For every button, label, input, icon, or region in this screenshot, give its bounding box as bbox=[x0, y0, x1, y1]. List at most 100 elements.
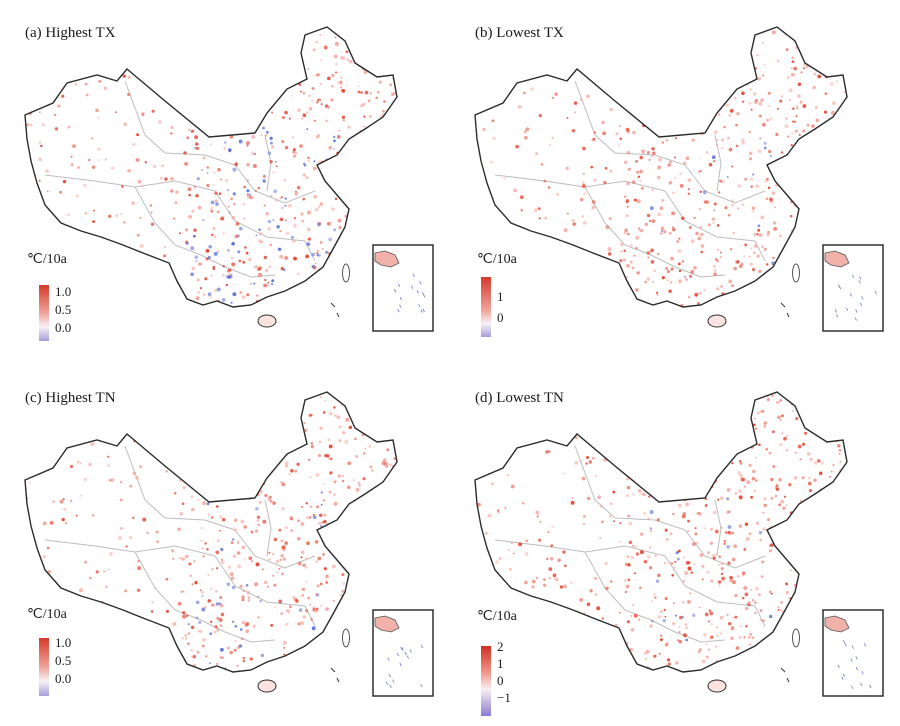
station-marker bbox=[721, 661, 726, 665]
station-marker bbox=[653, 74, 658, 79]
station-marker bbox=[270, 399, 275, 403]
station-marker bbox=[272, 574, 275, 577]
station-marker bbox=[361, 651, 365, 655]
station-marker bbox=[736, 112, 740, 116]
station-marker bbox=[217, 167, 221, 172]
station-marker bbox=[363, 651, 366, 655]
station-marker bbox=[496, 603, 501, 608]
station-marker bbox=[818, 471, 823, 476]
station-marker bbox=[165, 271, 169, 274]
station-marker bbox=[267, 151, 272, 156]
station-marker bbox=[552, 423, 556, 428]
station-marker bbox=[187, 187, 192, 192]
station-marker bbox=[810, 588, 814, 592]
station-marker bbox=[340, 532, 345, 536]
station-marker bbox=[198, 419, 201, 423]
station-marker bbox=[269, 243, 273, 247]
station-marker bbox=[745, 537, 750, 541]
station-marker bbox=[835, 529, 838, 532]
station-marker bbox=[110, 478, 115, 482]
station-marker bbox=[368, 392, 373, 396]
station-marker bbox=[355, 226, 358, 230]
station-marker bbox=[720, 526, 723, 529]
station-marker bbox=[628, 294, 632, 298]
station-marker bbox=[328, 411, 333, 416]
station-marker bbox=[305, 566, 308, 569]
station-marker bbox=[108, 478, 112, 482]
station-marker bbox=[631, 603, 635, 607]
station-marker bbox=[299, 442, 302, 446]
station-marker bbox=[548, 450, 551, 453]
station-marker bbox=[763, 141, 767, 145]
station-marker bbox=[217, 46, 221, 50]
station-marker bbox=[700, 129, 703, 132]
station-marker bbox=[702, 48, 706, 52]
station-marker bbox=[508, 665, 511, 668]
station-marker bbox=[72, 144, 76, 148]
station-marker bbox=[623, 160, 628, 164]
station-marker bbox=[801, 155, 804, 158]
station-marker bbox=[551, 525, 554, 528]
station-marker bbox=[364, 447, 367, 450]
station-marker bbox=[186, 136, 190, 140]
station-marker bbox=[823, 434, 828, 439]
station-marker bbox=[70, 263, 73, 266]
station-marker bbox=[685, 124, 688, 127]
station-marker bbox=[92, 601, 96, 605]
station-marker bbox=[275, 165, 278, 168]
station-marker bbox=[124, 428, 127, 431]
station-marker bbox=[221, 273, 225, 277]
station-marker bbox=[649, 415, 653, 419]
station-marker bbox=[95, 570, 99, 574]
station-marker bbox=[350, 27, 354, 31]
station-marker bbox=[242, 203, 245, 206]
station-marker bbox=[485, 532, 488, 535]
station-marker bbox=[744, 177, 747, 181]
station-marker bbox=[388, 53, 393, 58]
station-marker bbox=[198, 71, 201, 74]
station-marker bbox=[222, 402, 227, 406]
station-marker bbox=[190, 418, 194, 422]
station-marker bbox=[218, 55, 222, 59]
station-marker bbox=[719, 255, 722, 259]
station-marker bbox=[812, 291, 814, 293]
station-marker bbox=[159, 75, 162, 78]
station-marker bbox=[830, 547, 834, 550]
station-marker bbox=[831, 520, 835, 525]
station-marker bbox=[627, 563, 631, 567]
station-marker bbox=[371, 504, 375, 509]
station-marker bbox=[340, 618, 345, 623]
station-marker bbox=[276, 396, 281, 401]
station-marker bbox=[640, 532, 644, 536]
station-marker bbox=[661, 475, 666, 480]
station-marker bbox=[290, 666, 295, 670]
station-marker bbox=[380, 187, 383, 190]
station-marker bbox=[652, 151, 656, 155]
station-marker bbox=[753, 244, 758, 248]
station-marker bbox=[607, 252, 612, 256]
station-marker bbox=[771, 277, 775, 281]
station-marker bbox=[202, 501, 206, 506]
legend-colorbar bbox=[481, 277, 491, 337]
station-marker bbox=[734, 593, 738, 598]
station-marker bbox=[243, 525, 247, 529]
station-marker bbox=[797, 224, 800, 227]
station-marker bbox=[790, 643, 793, 646]
station-marker bbox=[256, 424, 259, 427]
station-marker bbox=[286, 622, 289, 625]
station-marker bbox=[692, 64, 696, 67]
station-marker bbox=[320, 291, 324, 295]
station-marker bbox=[257, 273, 262, 278]
station-marker bbox=[802, 63, 806, 67]
station-marker bbox=[178, 38, 181, 42]
station-marker bbox=[393, 457, 397, 461]
station-marker bbox=[219, 603, 224, 608]
station-marker bbox=[269, 136, 273, 140]
station-marker bbox=[676, 240, 680, 243]
station-marker bbox=[814, 106, 818, 109]
hainan-island bbox=[257, 314, 277, 328]
station-marker bbox=[284, 464, 289, 468]
station-marker bbox=[625, 127, 630, 132]
station-marker bbox=[730, 636, 734, 640]
station-marker bbox=[500, 284, 502, 286]
